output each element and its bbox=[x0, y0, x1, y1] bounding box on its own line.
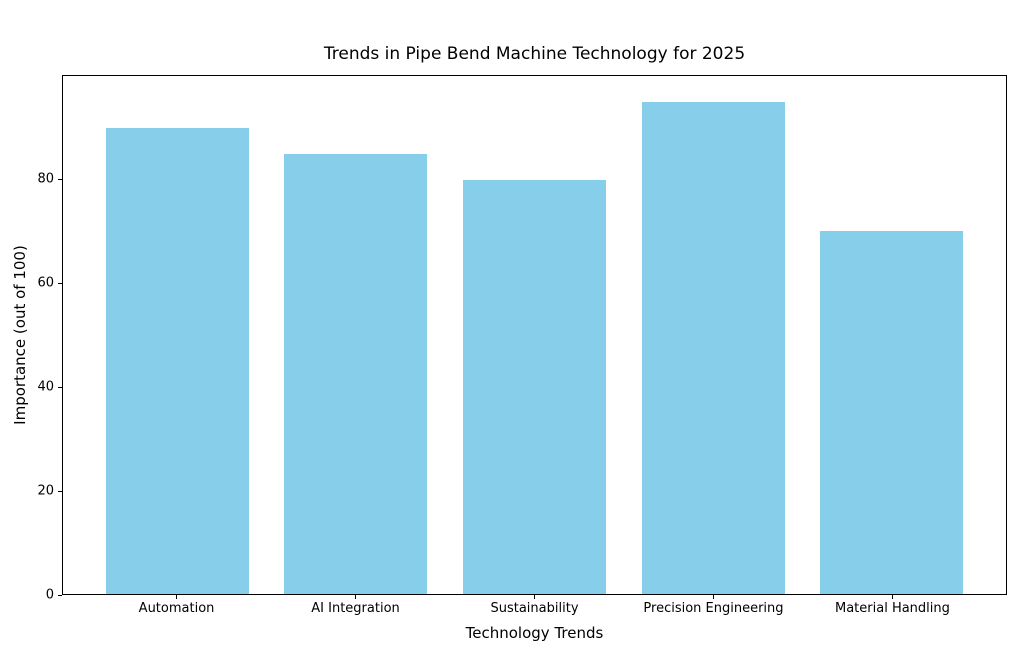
x-tick-label: Precision Engineering bbox=[643, 601, 784, 616]
y-tick-label: 0 bbox=[45, 587, 54, 603]
y-tick-label: 20 bbox=[37, 483, 54, 499]
x-tick-label: Material Handling bbox=[835, 601, 950, 616]
y-tick-label: 80 bbox=[37, 171, 54, 187]
bar-automation bbox=[105, 127, 249, 594]
x-tick-label: Sustainability bbox=[490, 601, 579, 616]
y-tick-mark bbox=[58, 386, 62, 388]
x-tick-mark bbox=[712, 595, 714, 599]
x-tick-mark bbox=[891, 595, 893, 599]
y-tick-mark bbox=[58, 282, 62, 284]
x-tick-label: Automation bbox=[138, 601, 215, 616]
x-tick-mark bbox=[534, 595, 535, 599]
y-axis-label: Importance (out of 100) bbox=[11, 245, 29, 425]
chart-title: Trends in Pipe Bend Machine Technology f… bbox=[323, 44, 746, 64]
x-tick-mark bbox=[176, 595, 178, 599]
x-tick-label: AI Integration bbox=[311, 601, 400, 616]
plot-area bbox=[62, 75, 1007, 595]
bar-precision-engineering bbox=[641, 101, 785, 594]
bar-sustainability bbox=[463, 179, 606, 594]
bar-material-handling bbox=[820, 231, 964, 594]
bar-ai-integration bbox=[284, 153, 428, 594]
x-tick-mark bbox=[355, 595, 357, 599]
y-tick-label: 40 bbox=[37, 379, 54, 395]
y-tick-label: 60 bbox=[37, 275, 54, 291]
y-tick-mark bbox=[58, 594, 62, 596]
x-axis-label: Technology Trends bbox=[465, 624, 604, 642]
y-tick-mark bbox=[58, 490, 62, 492]
y-tick-mark bbox=[58, 178, 62, 180]
